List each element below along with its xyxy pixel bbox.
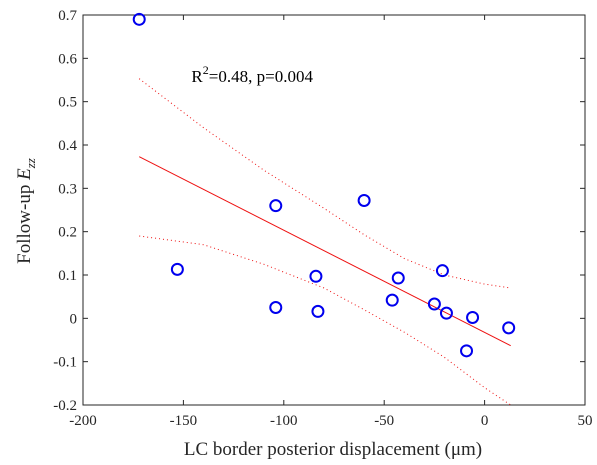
x-tick-label: -50 [374,413,394,429]
x-tick-label: 0 [481,413,489,429]
data-point [357,193,371,207]
data-point [391,271,405,285]
x-tick-label: -100 [270,413,298,429]
x-tick-label: -200 [69,413,97,429]
data-point [460,344,474,358]
data-point [269,301,283,314]
data-point [502,321,516,335]
data-point [311,304,325,318]
regression-annotation: R2=0.48, p=0.004 [191,63,313,86]
data-point [170,262,184,276]
y-tick-label: 0.2 [58,225,77,241]
y-tick-label: -0.2 [53,398,77,414]
x-tick-label: -150 [170,413,198,429]
data-point [132,12,146,26]
y-tick-label: -0.1 [53,355,77,371]
y-tick-label: 0.1 [58,268,77,284]
y-tick-label: 0 [70,311,78,327]
annotation-r-exponent: 2 [203,63,209,77]
data-point [466,310,480,324]
y-tick-label: 0.5 [58,95,77,111]
confidence-bound-upper [138,78,511,289]
x-tick-label: 50 [578,413,593,429]
plot-frame [82,14,586,406]
confidence-bound-lower [139,235,511,406]
data-point [309,269,323,283]
x-axis-label: LC border posterior displacement (μm) [184,439,482,460]
y-axis-label-symbol: E [14,168,35,181]
data-point [435,264,449,278]
data-point [439,306,453,320]
regression-line [138,156,511,347]
y-tick-label: 0.7 [58,8,77,24]
y-axis-label-prefix: Follow-up [14,180,35,264]
annotation-r-symbol: R [191,67,203,86]
data-point [269,199,283,213]
annotation-stats: =0.48, p=0.004 [209,67,314,86]
data-point [385,293,399,307]
y-tick-label: 0.6 [58,51,77,67]
data-point [427,297,441,311]
y-axis-label: Follow-up Ezz [14,158,38,264]
y-tick-label: 0.3 [58,181,77,197]
y-axis-label-subscript: zz [23,158,38,169]
y-tick-label: 0.4 [58,138,77,154]
